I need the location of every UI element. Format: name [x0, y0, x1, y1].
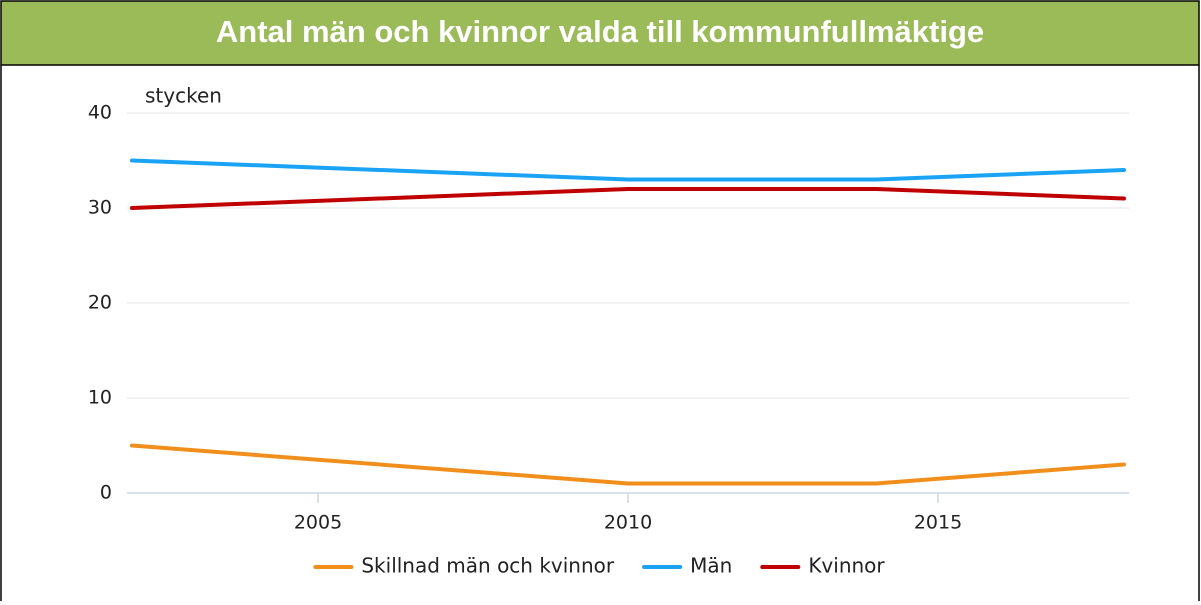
y-tick-label: 30 — [88, 197, 112, 219]
line-series — [130, 187, 1126, 210]
title-banner — [0, 0, 1200, 66]
chart-title: Antal män och kvinnor valda till kommunf… — [216, 14, 984, 49]
y-tick-label: 20 — [88, 292, 112, 314]
legend-label: Män — [690, 554, 732, 578]
x-tick-label: 2015 — [914, 512, 962, 534]
x-tick-label: 2010 — [604, 512, 652, 534]
y-tick-label: 10 — [88, 387, 112, 409]
legend-label: Kvinnor — [808, 554, 885, 578]
y-tick-label: 0 — [100, 482, 112, 504]
x-tick-label: 2005 — [294, 512, 342, 534]
line-series — [130, 158, 1126, 182]
line-series — [130, 443, 1126, 486]
y-tick-label: 40 — [88, 102, 112, 124]
y-axis-label: stycken — [145, 84, 222, 108]
legend-label: Skillnad män och kvinnor — [361, 554, 615, 578]
